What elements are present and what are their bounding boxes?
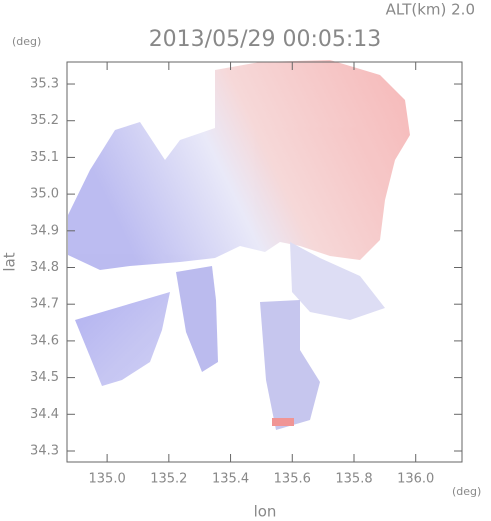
x-tick-label: 135.4: [212, 472, 249, 487]
y-tick-label: 34.6: [30, 333, 59, 348]
echo-region: [260, 300, 320, 430]
y-axis-label: lat: [1, 252, 19, 271]
y-unit: (deg): [12, 35, 41, 48]
y-tick-label: 34.3: [30, 443, 59, 458]
echo-region: [272, 418, 294, 426]
echo-field: [68, 60, 410, 430]
x-unit: (deg): [452, 485, 481, 498]
y-tick-label: 35.0: [30, 187, 59, 202]
altitude-label: ALT(km) 2.0: [386, 1, 475, 19]
y-tick-label: 34.5: [30, 370, 59, 385]
echo-region: [290, 242, 385, 320]
y-tick-label: 34.7: [30, 297, 59, 312]
y-tick-label: 35.2: [30, 113, 59, 128]
echo-region: [176, 266, 218, 372]
plot-frame: [66, 61, 463, 463]
x-tick-label: 135.0: [89, 472, 126, 487]
chart-title: 2013/05/29 00:05:13: [149, 27, 382, 52]
y-tick-label: 34.8: [30, 260, 59, 275]
x-tick-label: 135.2: [150, 472, 187, 487]
x-tick-label: 135.6: [274, 472, 311, 487]
x-axis-label: lon: [254, 503, 277, 521]
x-tick-label: 136.0: [397, 472, 434, 487]
y-tick-label: 35.3: [30, 77, 59, 92]
y-tick-label: 34.9: [30, 223, 59, 238]
x-tick-label: 135.8: [335, 472, 372, 487]
echo-region: [68, 60, 410, 270]
y-tick-label: 35.1: [30, 150, 59, 165]
echo-region: [75, 292, 170, 386]
y-tick-label: 34.4: [30, 407, 59, 422]
